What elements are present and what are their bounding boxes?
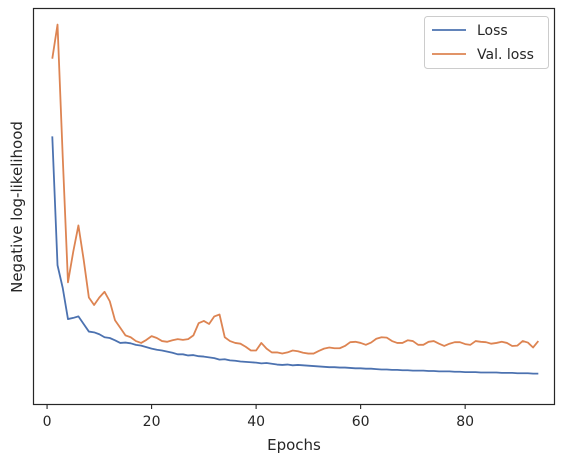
x-tick-label: 20: [143, 414, 161, 430]
x-tick-label: 80: [456, 414, 474, 430]
y-axis-label: Negative log-likelihood: [8, 121, 26, 293]
legend-label-loss: Loss: [477, 23, 508, 39]
x-tick-label: 40: [247, 414, 265, 430]
series-line-loss: [51, 136, 539, 375]
legend-label-val-loss: Val. loss: [477, 47, 534, 63]
plot-frame: [32, 7, 556, 406]
series-line-val-loss: [51, 23, 540, 355]
series-layer: [51, 23, 540, 375]
x-tick-label: 60: [352, 414, 370, 430]
x-tick-label: 0: [43, 414, 52, 430]
x-axis-ticks: 0 20 40 60 80: [43, 404, 474, 430]
x-axis-label: Epochs: [267, 436, 321, 454]
legend: Loss Val. loss: [424, 16, 549, 69]
